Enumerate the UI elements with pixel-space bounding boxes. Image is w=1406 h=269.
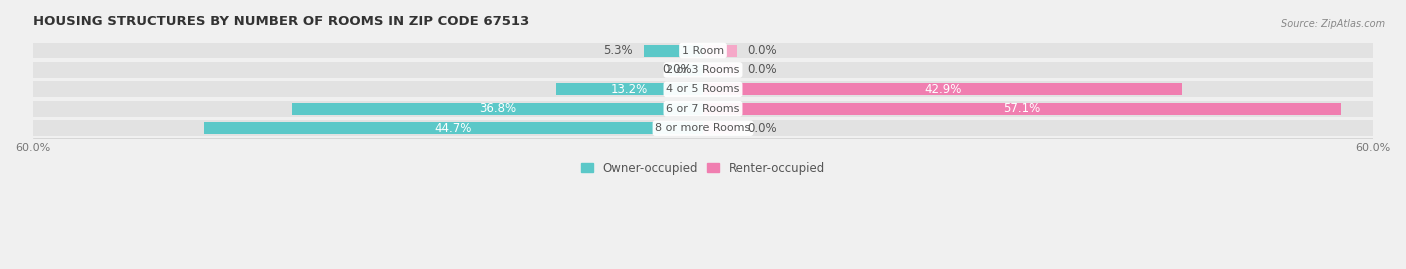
Text: Source: ZipAtlas.com: Source: ZipAtlas.com (1281, 19, 1385, 29)
Text: 0.0%: 0.0% (748, 63, 778, 76)
Text: 36.8%: 36.8% (479, 102, 516, 115)
Bar (703, 83, 1182, 95)
Bar (703, 103, 1341, 115)
Bar (644, 44, 703, 56)
Bar (703, 64, 737, 76)
Text: 8 or more Rooms: 8 or more Rooms (655, 123, 751, 133)
Text: 44.7%: 44.7% (434, 122, 472, 135)
Bar (32, 43, 1374, 58)
Bar (32, 120, 1374, 136)
Text: 0.0%: 0.0% (748, 44, 778, 57)
Bar (703, 122, 737, 134)
Bar (292, 103, 703, 115)
Legend: Owner-occupied, Renter-occupied: Owner-occupied, Renter-occupied (576, 157, 830, 179)
Text: 4 or 5 Rooms: 4 or 5 Rooms (666, 84, 740, 94)
Text: 0.0%: 0.0% (662, 63, 692, 76)
Bar (32, 82, 1374, 97)
Text: 42.9%: 42.9% (924, 83, 962, 96)
Text: 57.1%: 57.1% (1004, 102, 1040, 115)
Text: 6 or 7 Rooms: 6 or 7 Rooms (666, 104, 740, 114)
Text: HOUSING STRUCTURES BY NUMBER OF ROOMS IN ZIP CODE 67513: HOUSING STRUCTURES BY NUMBER OF ROOMS IN… (32, 15, 529, 28)
Text: 2 or 3 Rooms: 2 or 3 Rooms (666, 65, 740, 75)
Bar (703, 44, 737, 56)
Text: 13.2%: 13.2% (610, 83, 648, 96)
Text: 5.3%: 5.3% (603, 44, 633, 57)
Bar (204, 122, 703, 134)
Bar (555, 83, 703, 95)
Bar (669, 64, 703, 76)
Bar (32, 62, 1374, 78)
Text: 0.0%: 0.0% (748, 122, 778, 135)
Text: 1 Room: 1 Room (682, 45, 724, 55)
Bar (32, 101, 1374, 117)
